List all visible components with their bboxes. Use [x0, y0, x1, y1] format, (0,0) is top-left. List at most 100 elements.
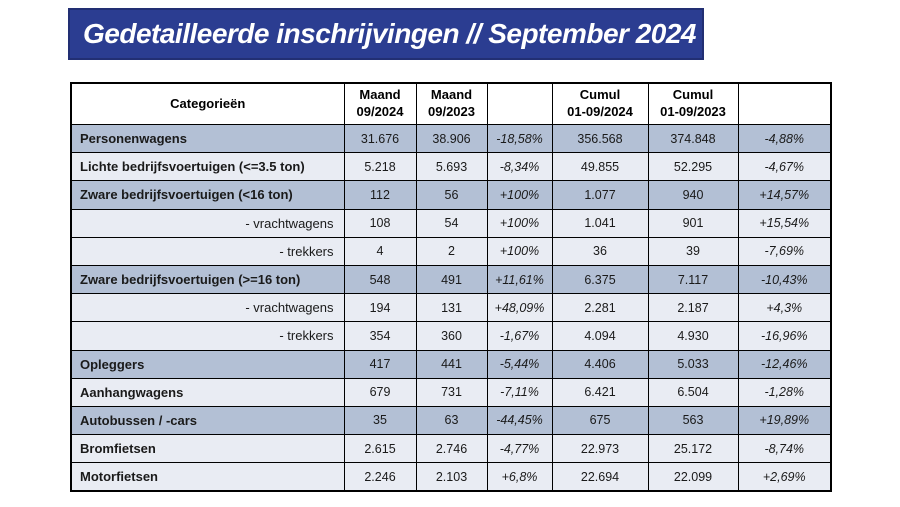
pct-maand-cell: +11,61%: [486, 264, 553, 295]
category-cell: Bromfietsen: [70, 434, 345, 464]
pct-maand-cell: -18,58%: [486, 123, 553, 154]
pct-maand-cell: -8,34%: [486, 152, 553, 182]
maand-2023-cell: 63: [415, 405, 488, 436]
category-cell: Aanhangwagens: [70, 377, 345, 407]
registrations-table: Categorieën Maand 09/2024 Maand 09/2023 Cumul…: [70, 82, 832, 493]
table-row: Zware bedrijfsvoertuigen (>=16 ton) 548 49…: [70, 264, 832, 295]
col-header-pct-maand: [486, 82, 553, 125]
maand-2023-cell: 5.693: [415, 152, 488, 182]
table-row: Lichte bedrijfsvoertuigen (<=3.5 ton) 5.2…: [70, 152, 832, 182]
page-title: Gedetailleerde inschrijvingen // Septemb…: [68, 8, 704, 60]
pct-cumul-cell: -12,46%: [737, 349, 832, 379]
maand-2024-cell: 354: [343, 321, 417, 351]
category-cell: Zware bedrijfsvoertuigen (>=16 ton): [70, 264, 345, 295]
maand-2023-cell: 54: [415, 208, 488, 238]
table-row: Personenwagens 31.676 38.906 -18,58% 356.568…: [70, 123, 832, 154]
cumul-2024-cell: 36: [551, 236, 649, 266]
category-cell: - vrachtwagens: [70, 293, 345, 323]
cumul-2024-cell: 675: [551, 405, 649, 436]
col-header-categorieen: Categorieën: [70, 82, 345, 125]
cumul-2024-cell: 49.855: [551, 152, 649, 182]
pct-cumul-cell: -16,96%: [737, 321, 832, 351]
cumul-2024-cell: 22.694: [551, 462, 649, 492]
cumul-2023-cell: 901: [647, 208, 739, 238]
category-cell: Zware bedrijfsvoertuigen (<16 ton): [70, 180, 345, 210]
pct-maand-cell: +48,09%: [486, 293, 553, 323]
cumul-2023-cell: 5.033: [647, 349, 739, 379]
pct-maand-cell: +6,8%: [486, 462, 553, 492]
pct-cumul-cell: -8,74%: [737, 434, 832, 464]
maand-2023-cell: 2.746: [415, 434, 488, 464]
cumul-2023-cell: 940: [647, 180, 739, 210]
maand-2024-cell: 35: [343, 405, 417, 436]
pct-cumul-cell: -4,67%: [737, 152, 832, 182]
category-cell: - trekkers: [70, 321, 345, 351]
maand-2024-cell: 2.615: [343, 434, 417, 464]
table-header-row: Categorieën Maand 09/2024 Maand 09/2023 Cumul…: [70, 82, 832, 125]
maand-2023-cell: 360: [415, 321, 488, 351]
cumul-2024-cell: 6.421: [551, 377, 649, 407]
cumul-2024-cell: 22.973: [551, 434, 649, 464]
cumul-2024-cell: 4.406: [551, 349, 649, 379]
maand-2023-cell: 491: [415, 264, 488, 295]
cumul-2024-cell: 356.568: [551, 123, 649, 154]
maand-2023-cell: 38.906: [415, 123, 488, 154]
maand-2024-cell: 108: [343, 208, 417, 238]
maand-2024-cell: 2.246: [343, 462, 417, 492]
cumul-2023-cell: 6.504: [647, 377, 739, 407]
col-header-pct-cumul: [737, 82, 832, 125]
pct-cumul-cell: +14,57%: [737, 180, 832, 210]
category-cell: - trekkers: [70, 236, 345, 266]
cumul-2024-cell: 1.077: [551, 180, 649, 210]
category-cell: Personenwagens: [70, 123, 345, 154]
pct-maand-cell: -1,67%: [486, 321, 553, 351]
maand-2023-cell: 731: [415, 377, 488, 407]
cumul-2024-cell: 1.041: [551, 208, 649, 238]
maand-2024-cell: 679: [343, 377, 417, 407]
cumul-2023-cell: 22.099: [647, 462, 739, 492]
table-row: - trekkers 354 360 -1,67% 4.094 4.930 -16,96%: [70, 321, 832, 351]
pct-maand-cell: -5,44%: [486, 349, 553, 379]
pct-cumul-cell: +15,54%: [737, 208, 832, 238]
maand-2023-cell: 2.103: [415, 462, 488, 492]
pct-maand-cell: +100%: [486, 208, 553, 238]
category-cell: Opleggers: [70, 349, 345, 379]
pct-maand-cell: +100%: [486, 236, 553, 266]
cumul-2023-cell: 4.930: [647, 321, 739, 351]
category-cell: Lichte bedrijfsvoertuigen (<=3.5 ton): [70, 152, 345, 182]
table-row: - trekkers 4 2 +100% 36 39 -7,69%: [70, 236, 832, 266]
category-cell: Motorfietsen: [70, 462, 345, 492]
maand-2024-cell: 112: [343, 180, 417, 210]
maand-2024-cell: 4: [343, 236, 417, 266]
table-header: Categorieën Maand 09/2024 Maand 09/2023 Cumul…: [70, 82, 832, 125]
pct-maand-cell: -44,45%: [486, 405, 553, 436]
table-row: Opleggers 417 441 -5,44% 4.406 5.033 -12,46%: [70, 349, 832, 379]
maand-2024-cell: 417: [343, 349, 417, 379]
table-row: Autobussen / -cars 35 63 -44,45% 675 563 +19,8…: [70, 405, 832, 436]
table-row: - vrachtwagens 108 54 +100% 1.041 901 +15,54%: [70, 208, 832, 238]
pct-cumul-cell: -4,88%: [737, 123, 832, 154]
pct-cumul-cell: +2,69%: [737, 462, 832, 492]
cumul-2024-cell: 4.094: [551, 321, 649, 351]
maand-2023-cell: 56: [415, 180, 488, 210]
pct-maand-cell: +100%: [486, 180, 553, 210]
cumul-2024-cell: 2.281: [551, 293, 649, 323]
maand-2023-cell: 441: [415, 349, 488, 379]
cumul-2023-cell: 563: [647, 405, 739, 436]
maand-2024-cell: 31.676: [343, 123, 417, 154]
maand-2024-cell: 548: [343, 264, 417, 295]
pct-cumul-cell: -1,28%: [737, 377, 832, 407]
table-row: Aanhangwagens 679 731 -7,11% 6.421 6.504 -1,28…: [70, 377, 832, 407]
col-header-cumul-2024: Cumul 01-09/2024: [551, 82, 649, 125]
pct-cumul-cell: +4,3%: [737, 293, 832, 323]
pct-maand-cell: -4,77%: [486, 434, 553, 464]
category-cell: - vrachtwagens: [70, 208, 345, 238]
cumul-2023-cell: 25.172: [647, 434, 739, 464]
pct-cumul-cell: -7,69%: [737, 236, 832, 266]
table-row: Motorfietsen 2.246 2.103 +6,8% 22.694 22.099 +…: [70, 462, 832, 492]
col-header-maand-2024: Maand 09/2024: [343, 82, 417, 125]
pct-maand-cell: -7,11%: [486, 377, 553, 407]
cumul-2024-cell: 6.375: [551, 264, 649, 295]
page-title-text: Gedetailleerde inschrijvingen // Septemb…: [83, 18, 696, 49]
maand-2023-cell: 131: [415, 293, 488, 323]
